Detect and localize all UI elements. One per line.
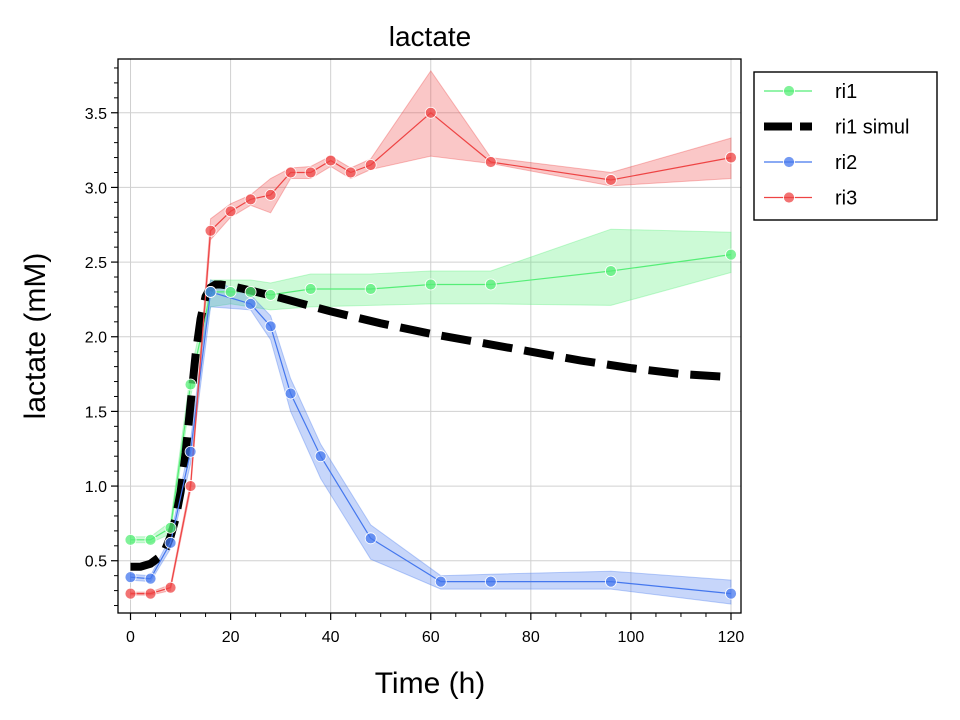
point-ri2 <box>204 286 217 298</box>
point-ri2 <box>124 571 137 584</box>
point-ri3 <box>284 166 297 179</box>
point-ri2 <box>284 387 297 400</box>
x-tick-label: 80 <box>522 629 540 646</box>
legend-marker-ri1 <box>783 85 795 97</box>
x-axis-title: Time (h) <box>375 667 486 700</box>
point-ri1 <box>604 265 617 277</box>
point-ri3 <box>484 156 497 168</box>
point-ri2 <box>604 575 617 588</box>
y-tick-label: 0.5 <box>85 554 107 571</box>
point-ri3 <box>144 587 157 600</box>
legend-label-ri3: ri3 <box>835 188 857 210</box>
y-tick-label: 1.0 <box>85 479 107 496</box>
point-ri3 <box>304 166 317 179</box>
point-ri1 <box>484 278 497 291</box>
x-tick-label: 100 <box>618 629 645 646</box>
point-ri1 <box>224 286 237 298</box>
point-ri3 <box>424 106 437 119</box>
chart-title: lactate <box>389 21 472 52</box>
point-ri3 <box>124 587 137 600</box>
point-ri2 <box>484 575 497 588</box>
point-ri3 <box>224 205 237 218</box>
plot-border <box>117 58 742 614</box>
y-tick-label: 2.5 <box>85 255 107 272</box>
legend: ri1 ri1 simul ri2 ri3 <box>753 71 938 221</box>
point-ri2 <box>314 450 327 463</box>
point-ri1 <box>304 283 317 295</box>
point-ri3 <box>344 166 357 179</box>
y-tick-label: 1.5 <box>85 404 107 421</box>
x-tick-label: 60 <box>422 629 440 646</box>
point-ri3 <box>364 159 377 171</box>
point-ri2 <box>434 575 447 588</box>
point-ri1 <box>124 533 137 546</box>
point-ri1 <box>184 378 197 391</box>
x-tick-label: 0 <box>126 629 135 646</box>
point-ri2 <box>725 587 737 600</box>
point-ri1 <box>424 278 437 291</box>
point-ri2 <box>364 532 377 545</box>
point-ri1 <box>264 289 277 301</box>
legend-marker-ri3 <box>783 191 795 204</box>
x-tick-label: 40 <box>322 629 340 646</box>
point-ri2 <box>264 320 277 333</box>
plot-frame <box>117 58 742 614</box>
point-ri2 <box>184 445 197 458</box>
point-ri3 <box>264 188 277 201</box>
point-ri3 <box>184 480 197 492</box>
band-ri3 <box>130 70 732 596</box>
band-ri1 <box>130 228 732 544</box>
y-axis-title: lactate (mM) <box>19 253 52 420</box>
axis-ticks: 0 20 40 60 80 100 120 0.5 1.0 1.5 2.0 2.5 3.0 3.5 <box>85 67 745 646</box>
point-ri3 <box>244 193 257 206</box>
y-tick-label: 3.0 <box>85 180 107 197</box>
point-ri2 <box>144 572 157 585</box>
point-ri3 <box>204 224 217 237</box>
point-ri2 <box>164 536 177 549</box>
point-ri1 <box>164 521 177 534</box>
point-ri1 <box>725 248 737 261</box>
legend-marker-ri2 <box>783 156 795 168</box>
point-ri1 <box>364 283 377 295</box>
legend-label-ri1-simul: ri1 simul <box>835 117 909 139</box>
point-ri3 <box>324 154 337 167</box>
legend-label-ri2: ri2 <box>835 152 857 174</box>
y-tick-label: 3.5 <box>85 106 107 123</box>
point-ri3 <box>164 581 177 594</box>
point-ri1 <box>244 286 257 298</box>
point-ri3 <box>604 174 617 186</box>
point-ri1 <box>144 533 157 546</box>
point-ri3 <box>725 151 737 164</box>
series-markers <box>124 106 737 600</box>
legend-label-ri1: ri1 <box>835 81 857 103</box>
y-tick-label: 2.0 <box>85 330 107 347</box>
x-tick-label: 120 <box>718 629 745 646</box>
point-ri2 <box>244 297 257 310</box>
x-tick-label: 20 <box>222 629 240 646</box>
